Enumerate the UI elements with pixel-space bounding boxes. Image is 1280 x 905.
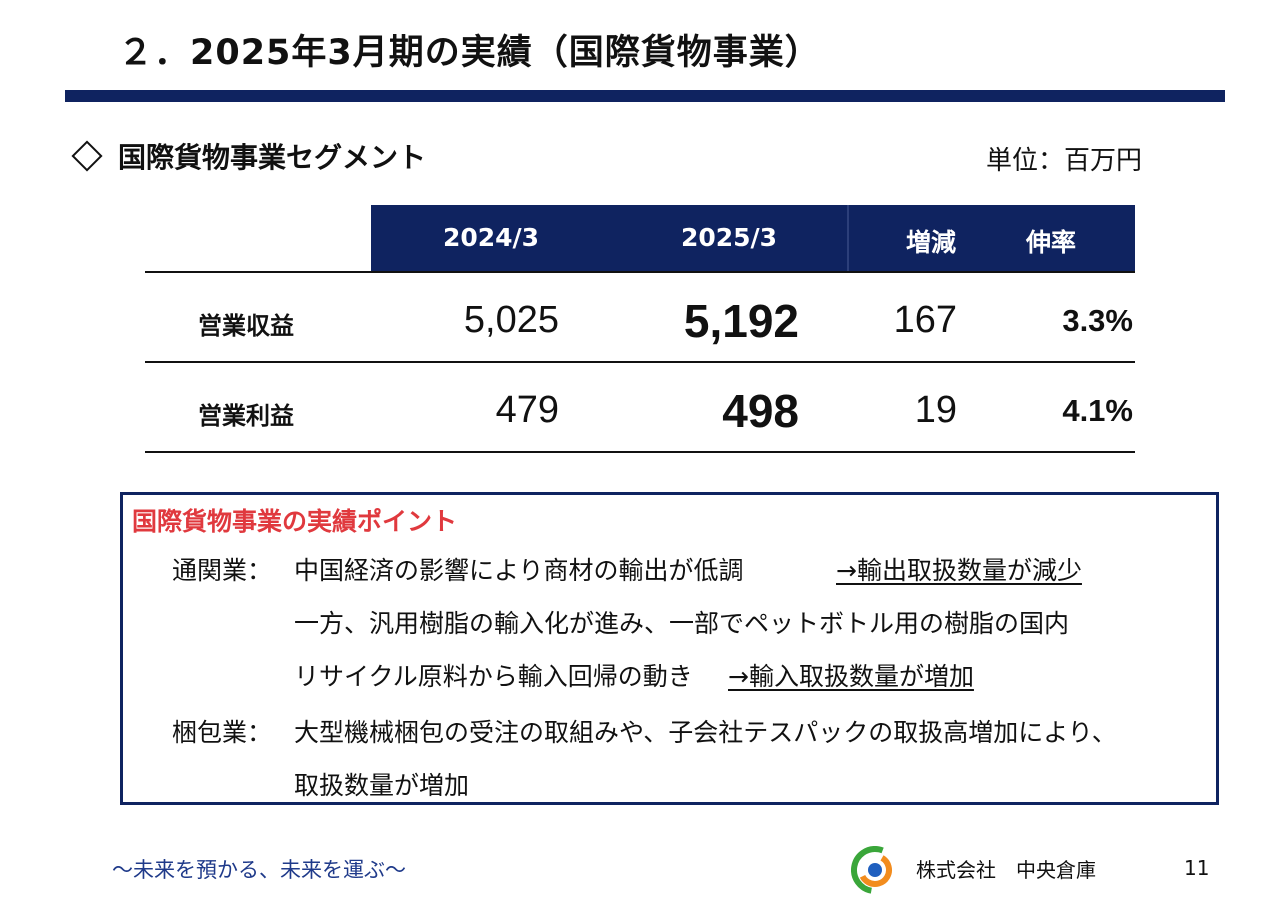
company-name: 株式会社 中央倉庫 (916, 858, 1096, 882)
customs-line1: 中国経済の影響により商材の輸出が低調 (294, 556, 744, 585)
title-rule (65, 90, 1225, 102)
table-header: 2024/3 2025/3 増減 伸率 (371, 205, 1135, 271)
customs-line2: 一方、汎用樹脂の輸入化が進み、一部でペットボトル用の樹脂の国内 (294, 609, 1070, 638)
row-label-profit: 営業利益 (198, 402, 294, 430)
header-2025: 2025/3 (680, 223, 778, 252)
header-2024: 2024/3 (442, 223, 540, 252)
table-bottom-rule (145, 451, 1135, 453)
unit-label: 単位：百万円 (986, 146, 1143, 176)
section-label: 国際貨物事業セグメント (118, 141, 427, 174)
revenue-rate: 3.3% (1062, 303, 1133, 338)
section-heading: 国際貨物事業セグメント (70, 136, 426, 176)
page-title: ２．2025年3月期の実績（国際貨物事業） (118, 33, 821, 73)
customs-line3-result: →輸入取扱数量が増加 (728, 662, 974, 691)
packing-line1: 大型機械梱包の受注の取組みや、子会社テスパックの取扱高増加により、 (294, 718, 1117, 747)
header-divider (847, 205, 849, 271)
customs-label: 通関業： (172, 556, 273, 585)
packing-label: 梱包業： (172, 718, 273, 747)
diamond-outline-icon (71, 140, 103, 172)
table-top-rule (145, 271, 1135, 273)
revenue-2025: 5,192 (683, 295, 799, 347)
header-diff: 増減 (905, 228, 956, 257)
profit-2024: 479 (495, 389, 559, 431)
customs-line3: リサイクル原料から輸入回帰の動き (294, 662, 693, 691)
table-mid-rule (145, 361, 1135, 363)
page-number: 11 (1184, 856, 1210, 880)
points-title: 国際貨物事業の実績ポイント (132, 507, 458, 536)
packing-line2: 取扱数量が増加 (294, 771, 470, 800)
row-label-revenue: 営業収益 (198, 312, 294, 340)
profit-2025: 498 (722, 385, 799, 437)
revenue-2024: 5,025 (463, 299, 559, 341)
footer-tagline: ～未来を預かる、未来を運ぶ～ (112, 858, 406, 882)
company-logo-icon (851, 846, 899, 894)
customs-line1-result: →輸出取扱数量が減少 (836, 556, 1082, 585)
revenue-diff: 167 (893, 299, 957, 341)
header-rate: 伸率 (1025, 228, 1076, 257)
points-box (120, 492, 1219, 805)
profit-diff: 19 (914, 389, 957, 431)
profit-rate: 4.1% (1062, 393, 1133, 428)
